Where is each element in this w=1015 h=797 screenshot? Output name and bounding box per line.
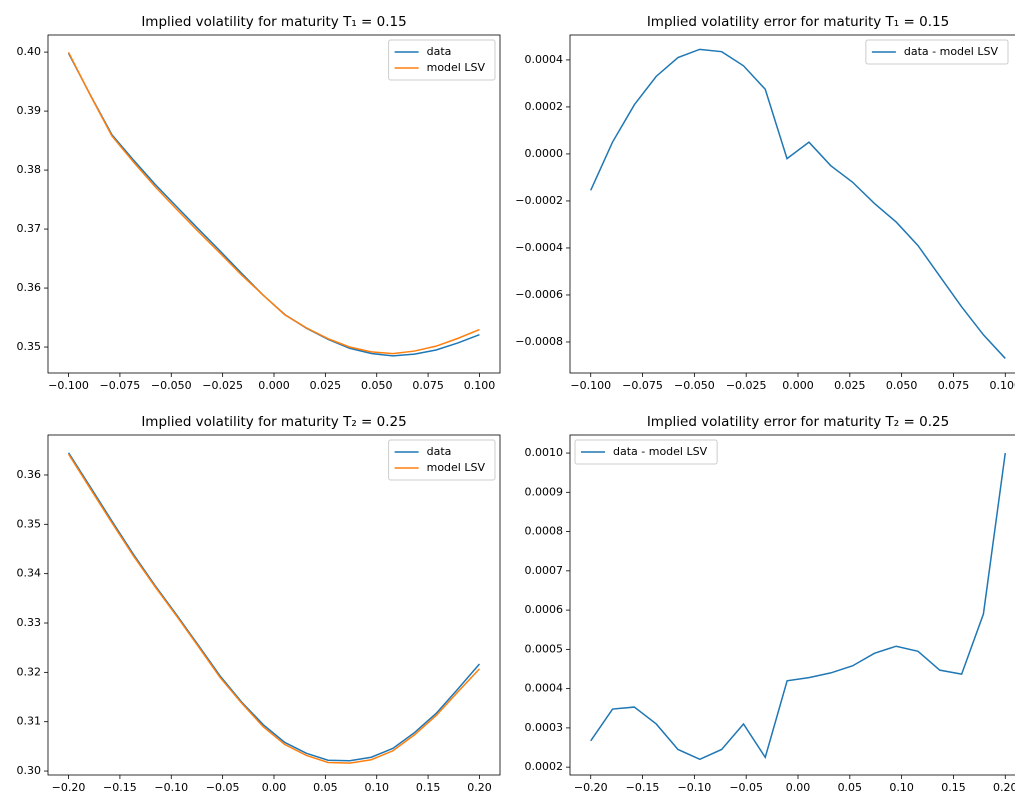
x-tick-label: −0.025 xyxy=(202,379,243,392)
series-line xyxy=(590,48,1006,359)
legend-label: model LSV xyxy=(427,61,486,74)
y-tick-label: 0.40 xyxy=(17,45,42,58)
axes-frame xyxy=(47,434,501,776)
x-tick-label: −0.050 xyxy=(151,379,192,392)
x-tick-label: 0.025 xyxy=(310,379,342,392)
y-tick-label: 0.32 xyxy=(17,665,42,678)
x-tick-label: −0.100 xyxy=(570,379,611,392)
legend: data - model LSV xyxy=(865,39,1009,65)
y-tick-label: 0.34 xyxy=(17,567,42,580)
legend: data - model LSV xyxy=(574,439,718,465)
y-tick-label: 0.30 xyxy=(17,764,42,777)
legend-label: model LSV xyxy=(427,461,486,474)
y-tick-label: −0.0002 xyxy=(515,194,563,207)
series-line xyxy=(67,452,481,762)
y-tick-label: 0.0008 xyxy=(525,525,564,538)
x-tick-label: 0.15 xyxy=(416,781,441,794)
x-tick-label: 0.20 xyxy=(467,781,492,794)
legend-frame xyxy=(574,439,718,465)
x-tick-label: −0.075 xyxy=(100,379,141,392)
x-tick-label: 0.000 xyxy=(782,379,814,392)
series-line xyxy=(590,452,1007,761)
y-tick-label: 0.0007 xyxy=(525,564,564,577)
x-tick-label: 0.15 xyxy=(941,781,966,794)
legend: data model LSV xyxy=(388,39,496,81)
legend-label: data xyxy=(427,45,452,58)
y-tick-label: 0.39 xyxy=(17,104,42,117)
chart-title: Implied volatility for maturity T₂ = 0.2… xyxy=(141,414,406,430)
x-tick-label: 0.05 xyxy=(838,781,863,794)
x-tick-label: −0.05 xyxy=(206,781,240,794)
series-line xyxy=(67,453,480,764)
y-tick-label: 0.0004 xyxy=(525,682,564,695)
legend-label: data - model LSV xyxy=(904,45,999,58)
x-tick-label: −0.15 xyxy=(626,781,660,794)
series-line xyxy=(67,52,480,357)
x-tick-label: 0.00 xyxy=(786,781,811,794)
chart-title: Implied volatility error for maturity T₁… xyxy=(647,14,949,30)
y-tick-label: 0.0005 xyxy=(525,642,564,655)
y-tick-label: 0.0000 xyxy=(525,147,564,160)
legend-frame xyxy=(388,439,496,481)
x-tick-label: −0.05 xyxy=(729,781,763,794)
legend-frame xyxy=(865,39,1009,65)
y-tick-label: 0.38 xyxy=(17,163,42,176)
series-line xyxy=(67,52,480,355)
x-tick-label: −0.050 xyxy=(674,379,715,392)
x-tick-label: 0.05 xyxy=(313,781,338,794)
axes-frame xyxy=(47,34,501,374)
x-tick-label: −0.10 xyxy=(154,781,188,794)
y-tick-label: 0.35 xyxy=(17,517,42,530)
y-tick-label: 0.0009 xyxy=(525,485,564,498)
axes-frame xyxy=(569,434,1015,776)
y-tick-label: 0.37 xyxy=(17,222,42,235)
chart-title: Implied volatility for maturity T₁ = 0.1… xyxy=(141,14,406,30)
y-tick-label: 0.0002 xyxy=(525,100,564,113)
y-tick-label: 0.36 xyxy=(17,281,42,294)
axes-frame xyxy=(569,34,1015,374)
legend-label: data xyxy=(427,445,452,458)
y-tick-label: 0.0003 xyxy=(525,721,564,734)
x-tick-label: 0.20 xyxy=(993,781,1015,794)
x-tick-label: 0.075 xyxy=(412,379,444,392)
y-tick-label: 0.0010 xyxy=(525,446,564,459)
legend: data model LSV xyxy=(388,439,496,481)
x-tick-label: 0.000 xyxy=(258,379,290,392)
y-tick-label: −0.0004 xyxy=(515,241,563,254)
y-tick-label: 0.0006 xyxy=(525,603,564,616)
x-tick-label: −0.20 xyxy=(52,781,86,794)
chart-title: Implied volatility error for maturity T₂… xyxy=(647,414,949,430)
legend-frame xyxy=(388,39,496,81)
legend-label: data - model LSV xyxy=(613,445,708,458)
y-tick-label: 0.0002 xyxy=(525,760,564,773)
x-tick-label: −0.10 xyxy=(678,781,712,794)
x-tick-label: 0.025 xyxy=(834,379,866,392)
x-tick-label: 0.050 xyxy=(361,379,393,392)
x-tick-label: 0.10 xyxy=(364,781,389,794)
y-tick-label: −0.0008 xyxy=(515,335,563,348)
y-tick-label: 0.33 xyxy=(17,616,42,629)
y-tick-label: 0.31 xyxy=(17,715,42,728)
x-tick-label: 0.00 xyxy=(262,781,287,794)
x-tick-label: −0.20 xyxy=(574,781,608,794)
x-tick-label: −0.025 xyxy=(726,379,767,392)
x-tick-label: −0.100 xyxy=(48,379,89,392)
y-tick-label: 0.36 xyxy=(17,468,42,481)
x-tick-label: 0.050 xyxy=(886,379,918,392)
x-tick-label: 0.10 xyxy=(889,781,914,794)
y-tick-label: −0.0006 xyxy=(515,288,563,301)
y-tick-label: 0.0004 xyxy=(525,53,564,66)
x-tick-label: −0.075 xyxy=(622,379,663,392)
x-tick-label: 0.100 xyxy=(464,379,496,392)
y-tick-label: 0.35 xyxy=(17,340,42,353)
x-tick-label: −0.15 xyxy=(103,781,137,794)
x-tick-label: 0.100 xyxy=(990,379,1015,392)
x-tick-label: 0.075 xyxy=(938,379,970,392)
